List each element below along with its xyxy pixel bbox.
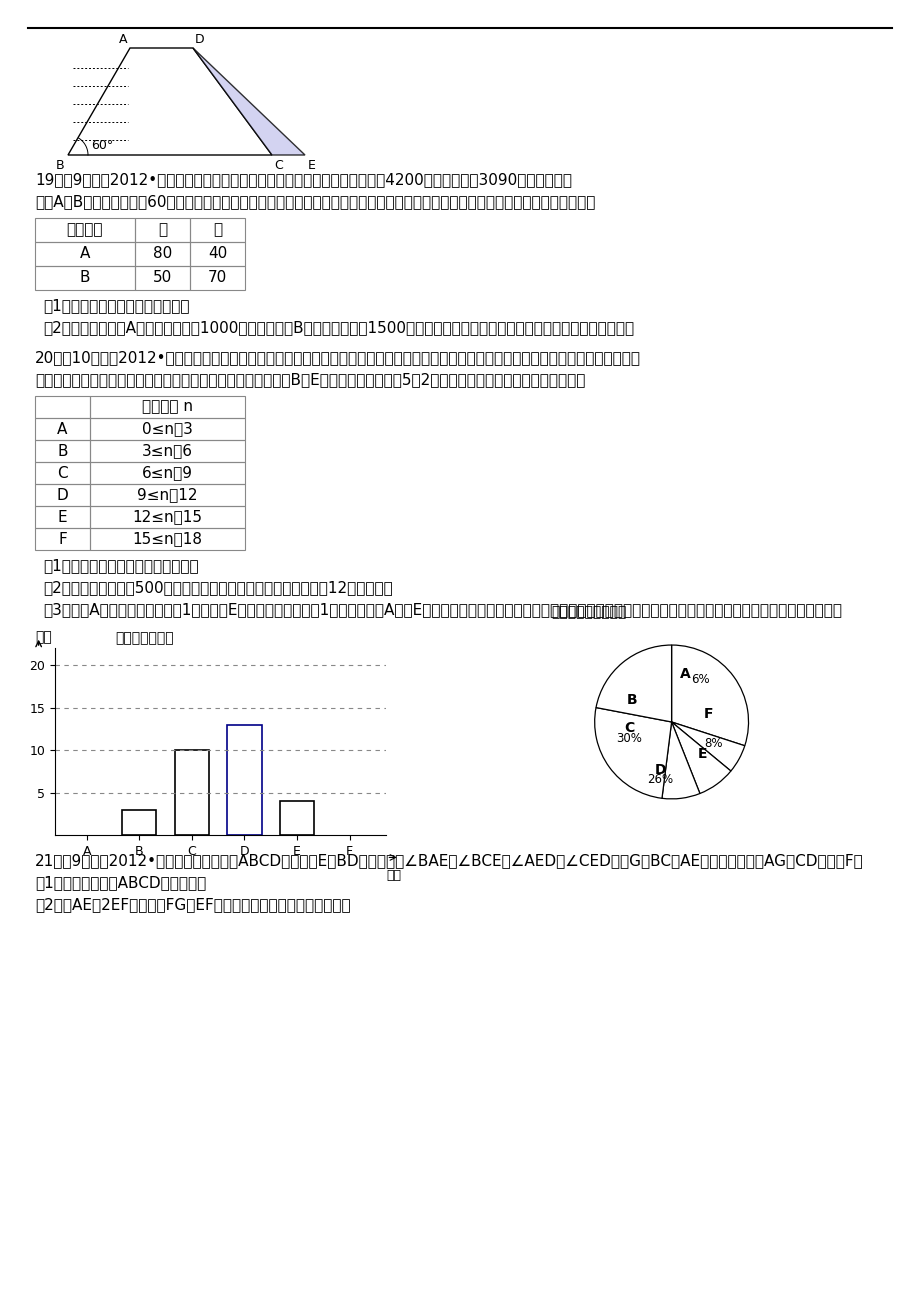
Bar: [35, 217, 135, 242]
Text: B: B: [55, 159, 64, 172]
Text: E: E: [308, 159, 315, 172]
Text: B: B: [57, 444, 68, 458]
Bar: [90, 506, 244, 529]
Text: 60°: 60°: [91, 139, 113, 152]
Bar: [35, 506, 90, 529]
Bar: [35, 266, 135, 290]
Bar: [135, 266, 190, 290]
Text: 80: 80: [153, 246, 172, 262]
Bar: [35, 529, 90, 549]
Text: 其结果如下表，并绘制了如图所示的两幅不完整的统计图，已知B、E两组发言人数的比为5：2，请结合图中相关数据回答下列问题：: 其结果如下表，并绘制了如图所示的两幅不完整的统计图，已知B、E两组发言人数的比为…: [35, 372, 584, 387]
Bar: [90, 418, 244, 440]
Bar: [190, 266, 244, 290]
Text: 乙: 乙: [212, 223, 221, 237]
Text: （2）该年级共有学生500人，请估计全年级在这天里发言次数不少12次的人数；: （2）该年级共有学生500人，请估计全年级在这天里发言次数不少12次的人数；: [43, 579, 392, 595]
Text: 6%: 6%: [691, 673, 709, 686]
Text: 20．（10分）（2012•内江）某校八年级为了解学生课堂发言情况，随机抽取该年级部分学生，对他们某天在课堂上发言的次数进行了统计，: 20．（10分）（2012•内江）某校八年级为了解学生课堂发言情况，随机抽取该年…: [35, 350, 641, 365]
Text: 50: 50: [153, 271, 172, 285]
Text: 21．（9分）（2012•内江）如图，四边形ABCD是矩形，E是BD上的一点，∠BAE＝∠BCE，∠AED＝∠CED，点G是BC、AE延长线的交点，AG与CD相: 21．（9分）（2012•内江）如图，四边形ABCD是矩形，E是BD上的一点，∠…: [35, 853, 863, 868]
Text: E: E: [58, 509, 67, 525]
Bar: [35, 242, 135, 266]
Text: 发言次数 n: 发言次数 n: [142, 400, 193, 414]
Text: （3）已知A组发言的学生中恰有1位男生，E组发言的学生中恰有1位女生，现从A组与E组中分别抽一位学生写报告，请用列表法或画树状图的方法，求所抽的两位学生恰好是一: （3）已知A组发言的学生中恰有1位男生，E组发言的学生中恰有1位女生，现从A组与…: [43, 602, 841, 617]
Bar: [35, 418, 90, 440]
Text: 26%: 26%: [646, 773, 673, 786]
Text: 搭配A、B两种园艺造型共60个，摆放于入城大道的两侧，搭配每个造型所需花卉数量的情况下表所示，结合上述信息，解答下列问题：: 搭配A、B两种园艺造型共60个，摆放于入城大道的两侧，搭配每个造型所需花卉数量的…: [35, 194, 595, 210]
Text: 0≤n＜3: 0≤n＜3: [142, 422, 193, 436]
Bar: [227, 724, 261, 835]
Text: 6≤n＜9: 6≤n＜9: [142, 466, 193, 480]
Text: 12≤n＜15: 12≤n＜15: [132, 509, 202, 525]
Text: 15≤n＜18: 15≤n＜18: [132, 531, 202, 547]
Text: 19．（9分）（2012•内江）某市为创建省卫生城市，有关部门决定利用现有的4200盗甲种花卉和3090盗乙种花卉，: 19．（9分）（2012•内江）某市为创建省卫生城市，有关部门决定利用现有的42…: [35, 172, 572, 187]
Text: F: F: [703, 707, 712, 721]
Text: 70: 70: [208, 271, 227, 285]
Bar: [90, 462, 244, 484]
Text: 9≤n＜12: 9≤n＜12: [137, 487, 198, 503]
Text: D: D: [195, 33, 204, 46]
Bar: [90, 396, 244, 418]
Text: 组别: 组别: [386, 868, 401, 881]
Bar: [175, 750, 209, 835]
Bar: [35, 462, 90, 484]
Wedge shape: [596, 644, 671, 723]
Text: A: A: [80, 246, 90, 262]
Text: 30%: 30%: [616, 733, 641, 745]
Text: （1）求出样本容量，并补全直方图；: （1）求出样本容量，并补全直方图；: [43, 559, 199, 573]
Text: F: F: [58, 531, 67, 547]
Bar: [190, 217, 244, 242]
Wedge shape: [594, 707, 671, 798]
Polygon shape: [193, 48, 305, 155]
Text: D: D: [57, 487, 68, 503]
Bar: [35, 396, 90, 418]
Text: C: C: [623, 721, 634, 736]
Text: 甲: 甲: [158, 223, 167, 237]
Text: E: E: [697, 747, 707, 762]
Polygon shape: [68, 48, 272, 155]
Text: 40: 40: [208, 246, 227, 262]
Text: A: A: [119, 33, 127, 46]
Text: （1）符合题意的搭配方案有几种？: （1）符合题意的搭配方案有几种？: [43, 298, 189, 312]
Text: 造型花卉: 造型花卉: [67, 223, 103, 237]
Text: 8%: 8%: [704, 737, 722, 750]
Text: B: B: [80, 271, 90, 285]
Text: C: C: [274, 159, 282, 172]
Text: A: A: [57, 422, 68, 436]
Bar: [90, 529, 244, 549]
Text: D: D: [653, 763, 665, 777]
Text: （2）当AE＝2EF时，判断FG与EF有何数量关系？并证明你的结论。: （2）当AE＝2EF时，判断FG与EF有何数量关系？并证明你的结论。: [35, 897, 350, 911]
Wedge shape: [662, 723, 699, 799]
Bar: [35, 440, 90, 462]
Text: 发言人数层形统计图: 发言人数层形统计图: [551, 605, 626, 620]
Bar: [135, 242, 190, 266]
Text: 人数: 人数: [35, 630, 51, 644]
Text: （2）如果搭配一个A种造型的成本为1000元，搭配一个B种造型的成本为1500元，试说明选用那种方案成本最低？最低成本为多少元？: （2）如果搭配一个A种造型的成本为1000元，搭配一个B种造型的成本为1500元…: [43, 320, 633, 335]
Bar: [35, 484, 90, 506]
Text: 3≤n＜6: 3≤n＜6: [142, 444, 193, 458]
Bar: [90, 484, 244, 506]
Bar: [190, 242, 244, 266]
Bar: [279, 801, 313, 835]
Wedge shape: [671, 644, 748, 746]
Bar: [135, 217, 190, 242]
Text: C: C: [57, 466, 68, 480]
Text: 发言人数直方图: 发言人数直方图: [115, 631, 174, 646]
Bar: [122, 810, 156, 835]
Text: （1）证明：四边形ABCD是正方形；: （1）证明：四边形ABCD是正方形；: [35, 875, 206, 891]
Wedge shape: [671, 723, 730, 793]
Text: B: B: [626, 694, 636, 707]
Text: A: A: [679, 667, 690, 681]
Bar: [90, 440, 244, 462]
Wedge shape: [671, 723, 744, 771]
